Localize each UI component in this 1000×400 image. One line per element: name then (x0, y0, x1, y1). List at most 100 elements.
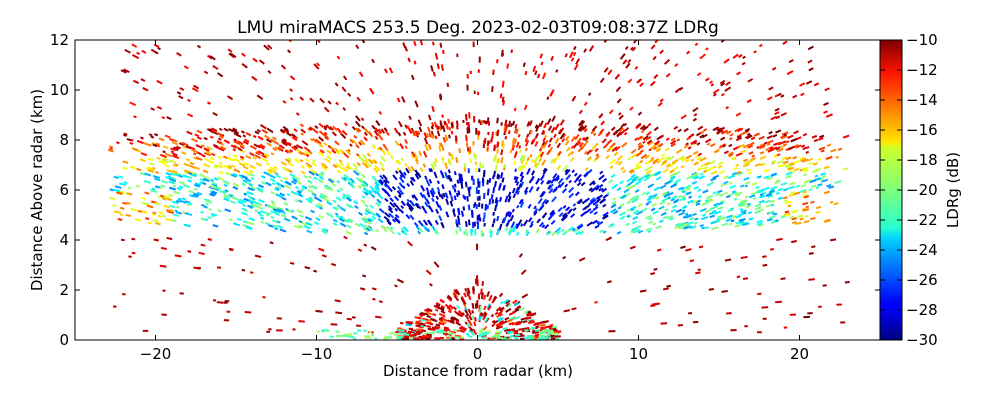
radar-echo-mark (489, 229, 492, 234)
radar-echo-mark (422, 150, 428, 158)
radar-echo-mark (340, 132, 347, 139)
radar-echo-mark (178, 95, 184, 100)
radar-echo-mark (347, 165, 354, 171)
radar-echo-mark (530, 220, 534, 225)
radar-echo-mark (455, 192, 459, 198)
radar-echo-mark (622, 59, 628, 65)
radar-echo-mark (691, 180, 698, 185)
radar-echo-mark (457, 190, 461, 196)
radar-echo-mark (630, 229, 638, 234)
radar-echo-mark (155, 142, 160, 146)
radar-echo-mark (785, 171, 793, 176)
radar-echo-mark (808, 161, 814, 166)
radar-echo-mark (677, 186, 684, 191)
radar-echo-mark (273, 166, 278, 170)
radar-echo-mark (581, 136, 586, 141)
radar-echo-mark (712, 174, 720, 180)
radar-echo-mark (644, 173, 651, 179)
radar-echo-mark (354, 222, 361, 228)
radar-echo-mark (455, 219, 459, 225)
radar-echo-mark (453, 295, 460, 302)
radar-echo-mark (739, 220, 745, 224)
radar-echo-mark (728, 222, 733, 226)
radar-echo-mark (366, 208, 372, 214)
radar-echo-mark (300, 187, 305, 192)
radar-echo-mark (231, 196, 239, 201)
colorbar-tick-label: −14 (906, 91, 938, 109)
radar-echo-mark (759, 193, 764, 197)
radar-echo-mark (232, 153, 238, 158)
radar-echo-mark (465, 229, 469, 237)
radar-echo-mark (307, 127, 312, 132)
radar-echo-mark (446, 296, 453, 302)
radar-echo-mark (326, 200, 333, 206)
radar-echo-mark (599, 77, 605, 84)
radar-echo-mark (572, 51, 577, 57)
radar-echo-mark (480, 288, 483, 295)
radar-echo-mark (671, 158, 679, 164)
radar-echo-mark (398, 182, 404, 188)
radar-echo-mark (523, 186, 529, 194)
radar-echo-mark (650, 207, 656, 212)
radar-echo-mark (436, 186, 441, 192)
radar-echo-mark (164, 134, 171, 139)
radar-echo-mark (747, 171, 753, 175)
radar-echo-mark (283, 217, 291, 222)
radar-echo-mark (343, 218, 350, 224)
radar-echo-mark (326, 155, 333, 161)
radar-echo-mark (444, 134, 449, 142)
radar-echo-mark (375, 202, 381, 207)
radar-echo-mark (407, 240, 413, 247)
radar-echo-mark (230, 173, 237, 178)
radar-echo-mark (515, 141, 520, 148)
radar-echo-mark (397, 132, 402, 137)
radar-echo-mark (367, 158, 374, 165)
radar-echo-mark (348, 180, 354, 185)
radar-echo-mark (508, 310, 516, 316)
radar-echo-mark (374, 228, 380, 233)
radar-echo-mark (422, 193, 428, 201)
radar-echo-mark (680, 165, 685, 169)
radar-echo-mark (764, 199, 771, 204)
radar-echo-mark (528, 120, 533, 127)
radar-echo-mark (451, 316, 459, 322)
radar-echo-mark (569, 156, 575, 163)
radar-echo-mark (228, 218, 233, 222)
radar-echo-mark (379, 178, 385, 185)
radar-echo-mark (734, 127, 742, 133)
radar-echo-mark (775, 129, 782, 134)
radar-echo-mark (515, 231, 520, 237)
radar-echo-mark (675, 223, 680, 227)
radar-echo-mark (334, 212, 339, 216)
radar-echo-mark (438, 126, 443, 131)
radar-echo-mark (528, 185, 534, 193)
radar-echo-mark (765, 147, 771, 152)
radar-echo-mark (438, 306, 445, 312)
radar-echo-mark (623, 188, 630, 194)
y-tick-label: 2 (59, 281, 69, 299)
radar-echo-mark (681, 190, 687, 194)
radar-echo-mark (666, 215, 674, 220)
radar-echo-mark (399, 143, 405, 150)
radar-echo-mark (515, 305, 522, 311)
radar-echo-mark (291, 146, 297, 151)
radar-echo-mark (160, 184, 166, 188)
radar-echo-mark (782, 40, 788, 45)
radar-echo-mark (439, 298, 445, 304)
radar-echo-mark (699, 156, 707, 162)
radar-echo-mark (172, 184, 177, 188)
radar-echo-mark (170, 176, 177, 181)
radar-echo-mark (784, 164, 790, 168)
radar-echo-mark (499, 182, 502, 188)
radar-echo-mark (696, 142, 701, 146)
radar-echo-mark (494, 164, 498, 172)
radar-echo-mark (719, 143, 727, 148)
radar-echo-mark (677, 195, 682, 199)
radar-echo-mark (332, 222, 338, 227)
radar-echo-mark (383, 183, 388, 188)
radar-echo-mark (438, 215, 443, 222)
radar-echo-mark (126, 192, 133, 196)
radar-echo-mark (258, 213, 264, 217)
radar-echo-mark (317, 178, 324, 184)
radar-echo-mark (704, 199, 709, 203)
